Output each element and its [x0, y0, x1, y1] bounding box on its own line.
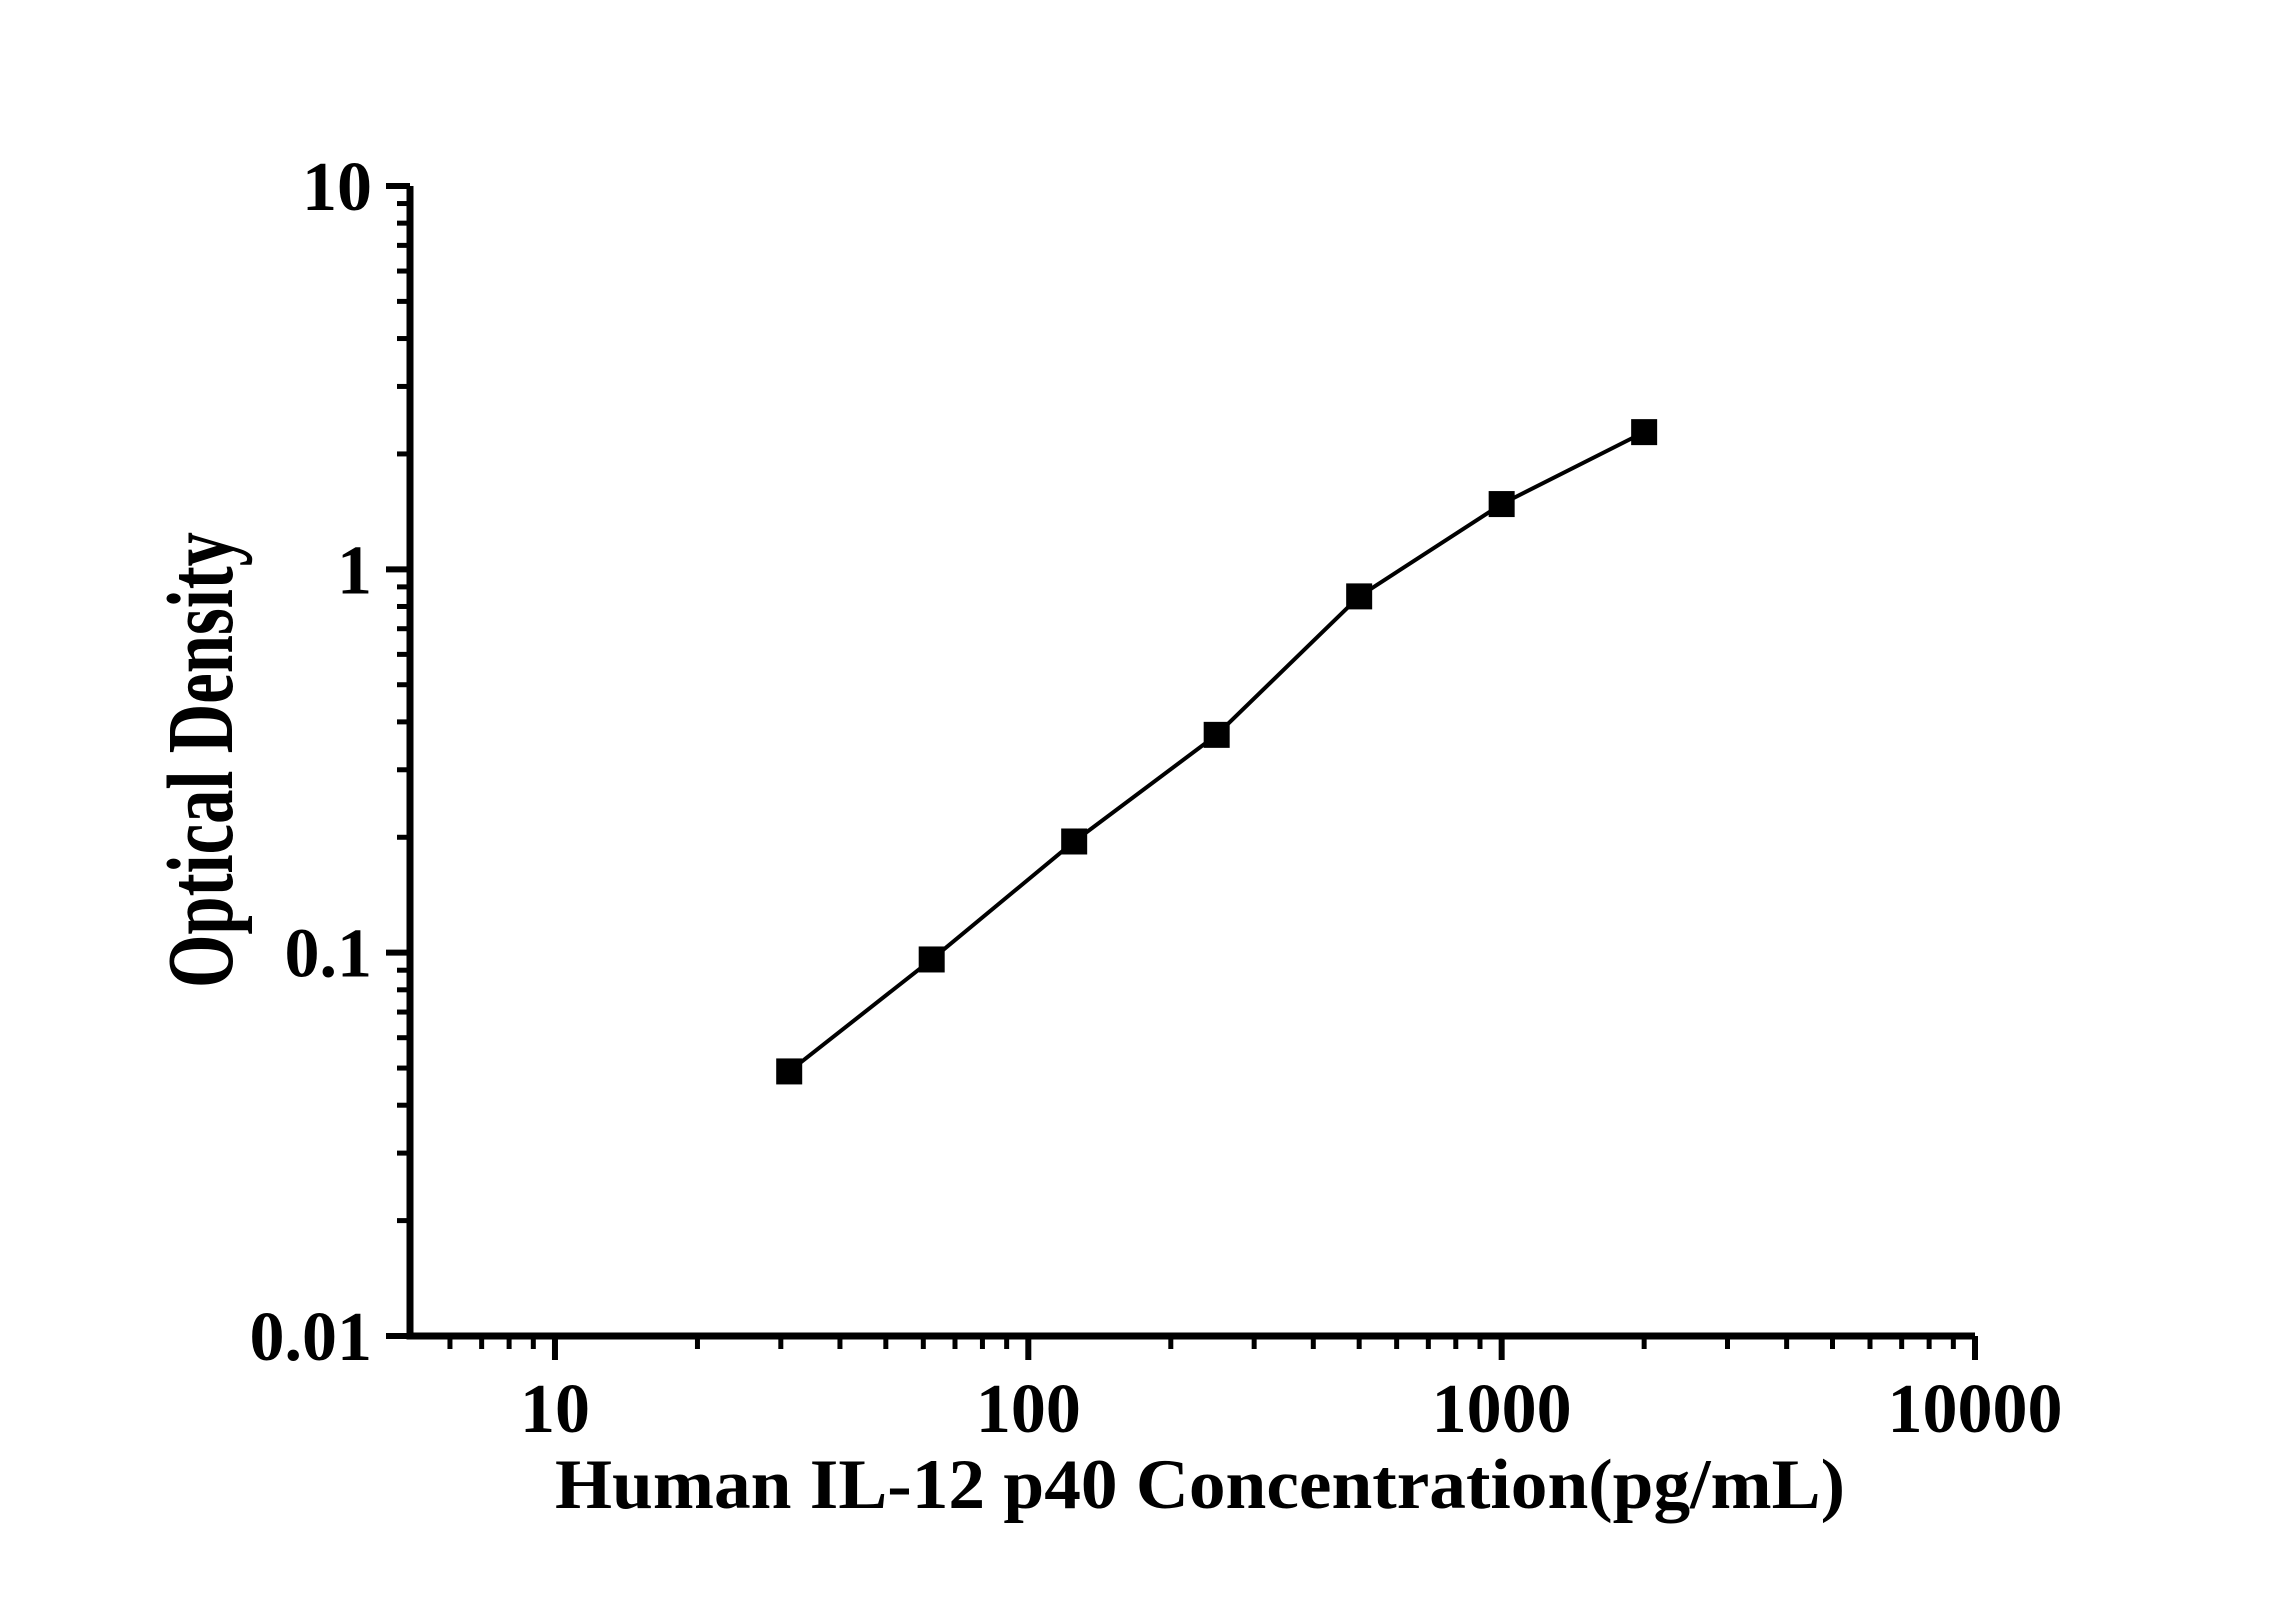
data-point-marker — [776, 1058, 803, 1085]
y-tick-label: 0.1 — [285, 916, 373, 993]
x-tick-label: 1000 — [1432, 1371, 1572, 1448]
y-axis-title: Optical Density — [149, 532, 253, 988]
data-point-marker — [1488, 491, 1515, 518]
x-tick-label: 10000 — [1888, 1371, 2063, 1448]
y-tick-label: 1 — [337, 532, 372, 609]
data-point-marker — [918, 946, 945, 973]
x-tick-label: 100 — [976, 1371, 1081, 1448]
data-point-marker — [1061, 828, 1088, 855]
data-point-marker — [1203, 721, 1230, 748]
axis-spines — [406, 186, 1975, 1340]
x-axis-title: Human IL-12 p40 Concentration(pg/mL) — [555, 1446, 1845, 1524]
data-point-marker — [1346, 583, 1373, 610]
series-line — [787, 430, 1646, 1073]
data-point-marker — [1631, 419, 1658, 446]
y-tick-label: 10 — [302, 149, 372, 226]
x-tick-label: 10 — [520, 1371, 590, 1448]
y-tick-label: 0.01 — [250, 1299, 373, 1376]
